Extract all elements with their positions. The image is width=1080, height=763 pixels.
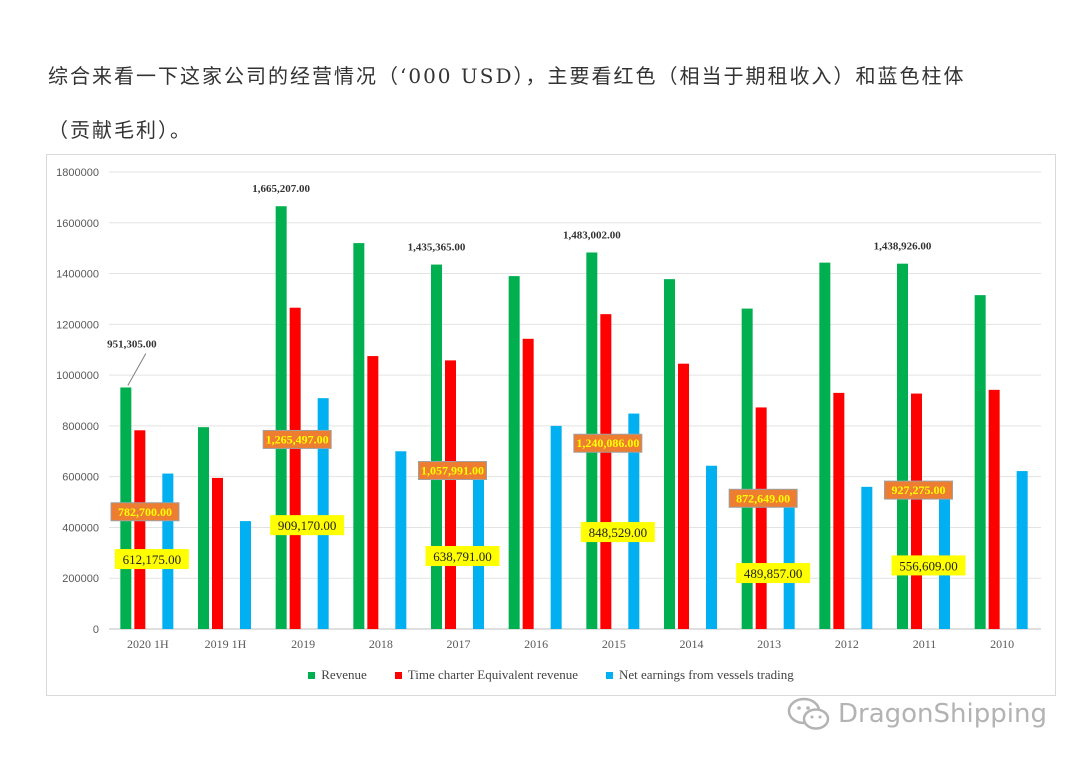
chart-container: 0 200000 400000 600000 800000 1000000 1200000 1… [46, 154, 1056, 696]
y-tick-label: 800000 [62, 421, 99, 433]
intro-text-line-1: 综合来看一下这家公司的经营情况（‘000 USD），主要看红色（相当于期租收入）… [48, 64, 966, 88]
legend-item-tce: Time charter Equivalent revenue [394, 667, 578, 683]
bar-net [395, 451, 407, 629]
data-label-net: 848,529.00 [589, 525, 648, 540]
data-label-revenue: 1,438,926.00 [874, 241, 932, 253]
y-tick-label: 1000000 [56, 370, 99, 382]
data-label-box-tce [418, 461, 487, 481]
bar-tce [367, 356, 379, 629]
x-tick-label: 2011 [913, 637, 937, 651]
y-tick-label: 0 [93, 624, 99, 636]
bar-net [317, 398, 329, 629]
data-label-box-tce [728, 488, 798, 508]
data-label-tce: 927,275.00 [892, 483, 946, 497]
data-label-box-net [891, 555, 966, 576]
bar-tce [445, 360, 456, 629]
x-tick-label: 2019 [291, 637, 315, 651]
bar-revenue [819, 262, 831, 629]
bar-revenue [198, 427, 209, 629]
data-label-net: 612,175.00 [123, 552, 182, 567]
data-label-tce: 782,700.00 [118, 505, 172, 519]
bar-tce [988, 389, 1000, 629]
data-label-revenue: 1,435,365.00 [408, 242, 466, 254]
bar-revenue [275, 206, 287, 629]
data-label-tce: 1,240,086.00 [576, 436, 639, 450]
x-tick-label: 2017 [447, 637, 471, 651]
data-label-tce: 1,057,991.00 [421, 464, 484, 478]
bar-revenue [741, 308, 753, 629]
data-label-box-tce [884, 480, 953, 500]
data-label-revenue: 1,665,207.00 [252, 183, 310, 195]
x-tick-label: 2015 [602, 637, 626, 651]
data-label-tce: 1,265,497.00 [266, 432, 329, 446]
bar-tce [212, 477, 223, 629]
legend-label-net: Net earnings from vessels trading [619, 667, 794, 682]
data-label-box-net [270, 515, 345, 536]
legend-label-tce: Time charter Equivalent revenue [407, 667, 578, 682]
bar-tce [134, 430, 146, 629]
data-label-net: 909,170.00 [278, 518, 337, 533]
x-tick-label: 2013 [757, 637, 781, 651]
bar-tce [833, 392, 845, 629]
wechat-icon [787, 697, 830, 730]
bar-tce [911, 393, 922, 629]
y-tick-label: 1600000 [56, 218, 99, 230]
bar-revenue [664, 279, 675, 629]
y-tick-label: 1200000 [56, 319, 99, 331]
intro-text-line-2: （贡献毛利）。 [48, 118, 192, 142]
watermark: DragonShipping [786, 694, 1047, 734]
y-tick-label: 1400000 [56, 269, 99, 281]
bar-chart: 0 200000 400000 600000 800000 1000000 1200000 1… [56, 167, 1041, 651]
bar-revenue [353, 243, 365, 629]
data-label-box-tce [573, 433, 643, 453]
x-tick-label: 2016 [524, 637, 548, 651]
x-tick-label: 2018 [369, 637, 393, 651]
bar-revenue [974, 295, 986, 629]
bar-net [628, 413, 640, 629]
y-tick-label: 1800000 [56, 167, 99, 179]
bar-net [861, 486, 873, 629]
data-label-tce: 872,649.00 [736, 491, 790, 505]
y-tick-label: 600000 [62, 472, 99, 484]
x-tick-label: 2010 [990, 637, 1014, 651]
x-tick-label: 2014 [680, 637, 704, 651]
legend-swatch-tce [394, 671, 402, 679]
data-label-leader [127, 353, 147, 386]
legend-item-net: Net earnings from vessels trading [606, 667, 794, 683]
data-label-box-tce [110, 502, 180, 522]
legend-label-revenue: Revenue [321, 667, 367, 682]
data-label-box-net [580, 522, 655, 543]
bar-net [240, 521, 251, 629]
watermark-text: DragonShipping [838, 699, 1047, 729]
data-label-net: 638,791.00 [433, 549, 492, 564]
bar-revenue [508, 276, 520, 629]
bar-tce [755, 407, 767, 629]
y-tick-label: 200000 [62, 573, 99, 585]
data-label-box-net [736, 563, 811, 584]
bar-net [706, 465, 717, 629]
data-label-box-net [114, 549, 189, 570]
bar-tce [522, 338, 534, 629]
chart-legend: Revenue Time charter Equivalent revenue … [47, 667, 1055, 683]
x-tick-label: 2012 [835, 637, 859, 651]
bar-net [550, 425, 562, 629]
data-label-net: 489,857.00 [744, 566, 803, 581]
data-label-box-tce [262, 429, 332, 449]
legend-swatch-net [606, 671, 613, 679]
legend-swatch-revenue [308, 671, 316, 679]
bar-revenue [431, 264, 442, 629]
legend-item-revenue: Revenue [308, 667, 367, 683]
data-label-net: 556,609.00 [899, 558, 958, 573]
bar-tce [678, 363, 689, 629]
bar-revenue [897, 263, 908, 629]
bar-tce [600, 314, 612, 629]
data-label-revenue: 1,483,002.00 [563, 229, 621, 241]
data-label-revenue: 951,305.00 [107, 338, 157, 350]
data-label-box-net [425, 546, 500, 567]
bar-tce [289, 307, 301, 629]
y-tick-label: 400000 [62, 522, 99, 534]
bar-net [1016, 471, 1028, 629]
x-tick-label: 2020 1H [127, 637, 169, 651]
x-tick-label: 2019 1H [205, 637, 247, 651]
